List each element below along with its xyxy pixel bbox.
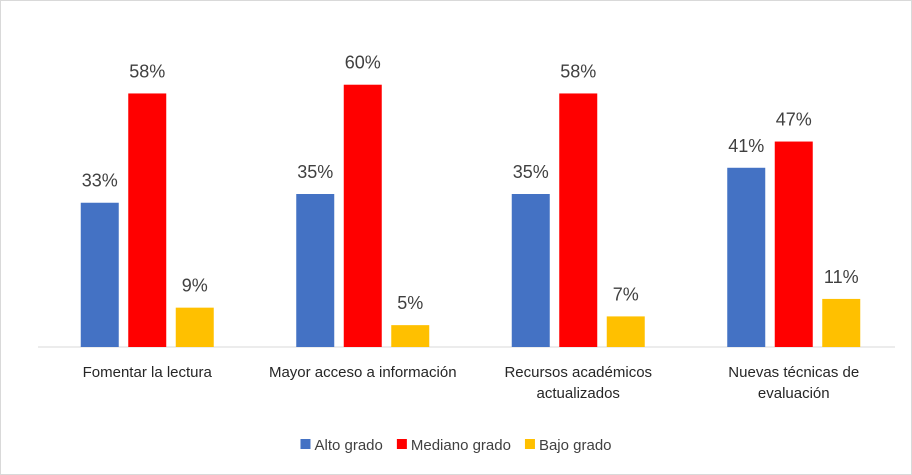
- data-label: 35%: [513, 162, 549, 182]
- bar: [296, 194, 335, 347]
- bar: [511, 194, 550, 347]
- bar: [343, 84, 382, 347]
- bar: [727, 167, 766, 347]
- x-tick-label: Nuevas técnicas de evaluación: [728, 364, 860, 402]
- data-label: 11%: [824, 267, 859, 287]
- bar: [822, 298, 861, 347]
- x-tick-label: Mayor acceso a información: [268, 364, 457, 381]
- data-label: 60%: [345, 53, 381, 73]
- bar: [128, 93, 167, 347]
- legend-swatch: [300, 439, 311, 449]
- bar: [559, 93, 598, 347]
- legend-swatch: [524, 439, 535, 449]
- legend-label: Mediano grado: [411, 437, 511, 454]
- legend-label: Bajo grado: [539, 437, 612, 454]
- x-tick-label: Recursos académicos actualizados: [504, 364, 653, 402]
- bar: [774, 141, 813, 347]
- data-label: 58%: [560, 61, 596, 81]
- bar: [606, 316, 645, 347]
- legend-label: Alto grado: [314, 437, 382, 454]
- bar: [175, 307, 214, 347]
- data-label: 33%: [82, 171, 118, 191]
- data-label: 5%: [397, 293, 423, 313]
- bar: [391, 325, 430, 347]
- data-label: 7%: [613, 284, 639, 304]
- data-label: 41%: [728, 136, 764, 156]
- x-tick-label: Fomentar la lectura: [82, 364, 212, 381]
- data-label: 35%: [297, 162, 333, 182]
- data-label: 47%: [776, 110, 812, 130]
- legend-swatch: [396, 439, 407, 449]
- data-label: 9%: [182, 276, 208, 296]
- data-label: 58%: [129, 61, 165, 81]
- bar: [80, 202, 119, 347]
